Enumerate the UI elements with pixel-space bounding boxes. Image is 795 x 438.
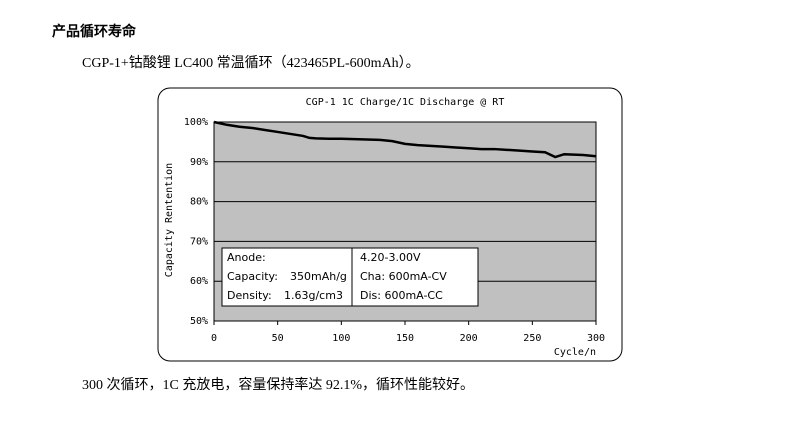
heading: 产品循环寿命: [52, 23, 137, 40]
x-tick-label: 150: [396, 333, 414, 344]
data-line: [213, 120, 597, 159]
annotation: Density:: [227, 289, 272, 302]
x-tick-label: 100: [332, 333, 350, 344]
annotation-box: [221, 247, 479, 307]
x-tick-label: 50: [272, 333, 284, 344]
annotation: 4.20-3.00V: [360, 251, 421, 264]
x-tick-label: 250: [523, 333, 541, 344]
annotation: Cha: 600mA-CV: [360, 270, 447, 283]
intro: CGP-1+钴酸锂 LC400 常温循环（423465PL-600mAh）。: [82, 55, 420, 71]
annotation: 350mAh/g: [290, 270, 347, 283]
y-tick-label: 50%: [190, 316, 208, 327]
annotation: 1.63g/cm3: [284, 289, 343, 302]
conclusion: 300 次循环，1C 充放电，容量保持率达 92.1%，循环性能较好。: [82, 376, 474, 393]
x-axis-label: Cycle/n: [554, 347, 596, 358]
x-tick-label: 300: [587, 333, 605, 344]
annotation: Capacity:: [227, 270, 278, 283]
y-tick-label: 100%: [184, 117, 208, 128]
annotation: Anode:: [227, 251, 266, 264]
y-tick-label: 70%: [190, 236, 208, 247]
chart-title: CGP-1 1C Charge/1C Discharge @ RT: [306, 97, 505, 108]
x-tick-label: 200: [460, 333, 478, 344]
y-tick-label: 60%: [190, 276, 208, 287]
y-tick-label: 80%: [190, 197, 208, 208]
annotation: Dis: 600mA-CC: [360, 289, 443, 302]
y-axis-label: Capacity Rentention: [164, 163, 175, 277]
y-tick-label: 90%: [190, 157, 208, 168]
x-tick-label: 0: [211, 333, 217, 344]
